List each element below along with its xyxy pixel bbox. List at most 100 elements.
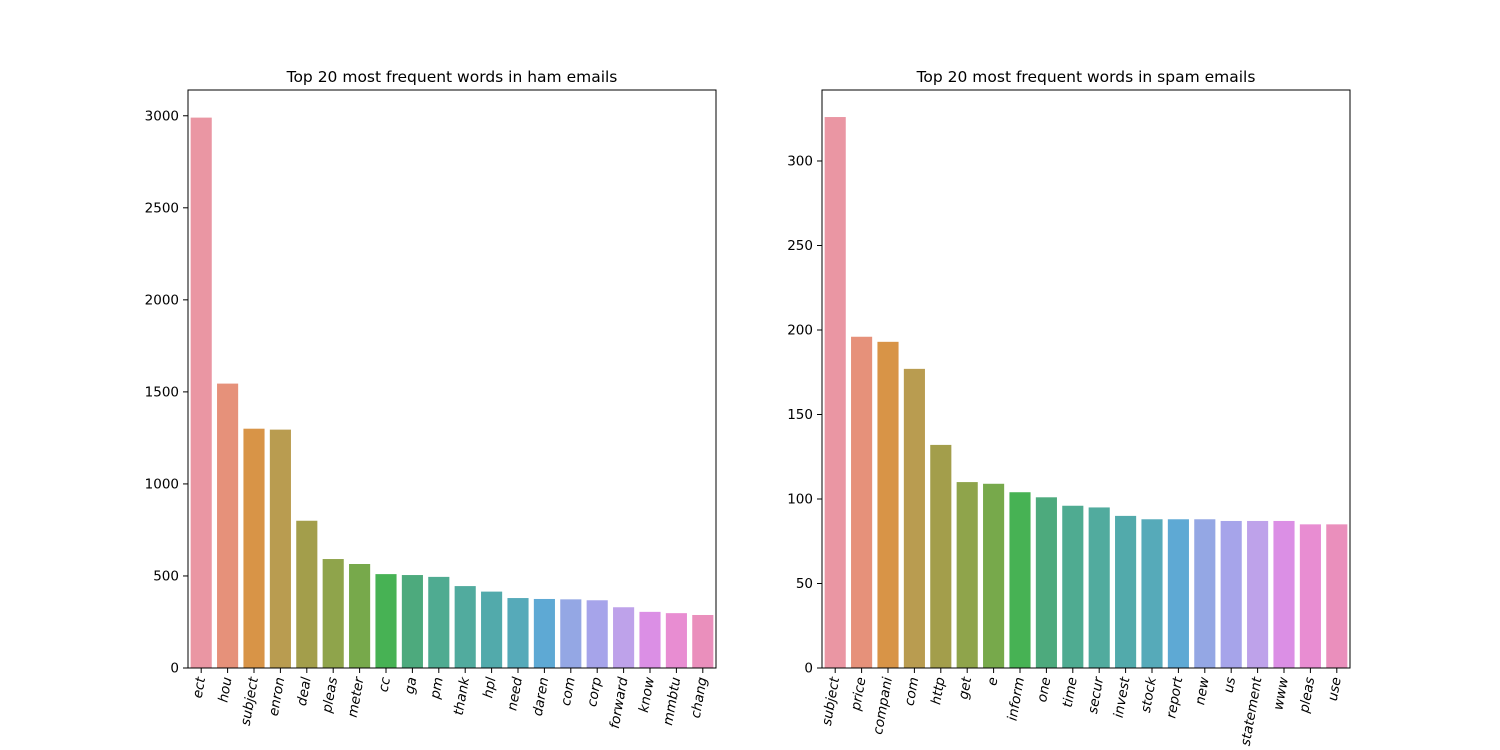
bar-pleas — [322, 559, 344, 668]
x-tick-label-statement: statement — [1238, 675, 1266, 747]
bar-daren — [533, 598, 555, 668]
x-tick-label-new: new — [1192, 675, 1213, 706]
bar-use — [1326, 524, 1348, 668]
x-tick-label-daren: daren — [530, 676, 553, 717]
bar-one — [1035, 497, 1057, 668]
bar-invest — [1115, 515, 1137, 668]
bar-inform — [1009, 492, 1031, 668]
y-tick-label: 50 — [796, 576, 813, 592]
x-tick-label-cc: cc — [376, 675, 394, 693]
y-tick-label: 0 — [170, 661, 179, 677]
y-tick-label: 500 — [153, 568, 179, 584]
axes-frame — [821, 89, 1351, 669]
bar-http — [930, 444, 952, 668]
x-tick-label-pleas: pleas — [1296, 676, 1318, 715]
x-tick-label-report: report — [1163, 675, 1186, 719]
axes-frame — [187, 89, 717, 669]
bar-new — [1194, 519, 1216, 668]
x-tick-label-pm: pm — [427, 676, 447, 701]
y-tick-label: 150 — [787, 407, 813, 423]
x-tick-label-mmbtu: mmbtu — [660, 676, 684, 727]
x-tick-label-http: http — [928, 676, 949, 706]
bar-statement — [1247, 520, 1269, 668]
y-tick-label: 1500 — [145, 384, 179, 400]
x-tick-label-stock: stock — [1138, 675, 1160, 714]
x-tick-label-us: us — [1221, 676, 1239, 694]
bar-get — [956, 482, 978, 668]
bar-enron — [269, 429, 291, 668]
bar-thank — [454, 586, 476, 668]
x-tick-label-subject: subject — [819, 675, 843, 727]
x-tick-label-meter: meter — [345, 674, 368, 718]
x-tick-label-invest: invest — [1111, 675, 1134, 719]
x-tick-label-inform: inform — [1005, 676, 1028, 722]
spam-words-chart: Top 20 most frequent words in spam email… — [787, 68, 1351, 747]
bar-pm — [428, 576, 450, 668]
x-tick-label-ga: ga — [402, 676, 421, 695]
bar-know — [639, 611, 661, 668]
x-tick-label-compani: compani — [870, 676, 896, 736]
y-tick-label: 2500 — [145, 200, 179, 216]
x-tick-label-time: time — [1060, 676, 1081, 709]
x-tick-label-com: com — [902, 676, 923, 707]
x-tick-label-secur: secur — [1085, 674, 1107, 715]
x-tick-label-deal: deal — [294, 676, 315, 707]
x-tick-label-ect: ect — [190, 675, 210, 699]
bar-e — [983, 483, 1005, 668]
x-tick-label-price: price — [848, 676, 870, 713]
bar-ect — [190, 117, 212, 669]
bar-pleas — [1299, 524, 1321, 668]
y-tick-label: 0 — [804, 661, 813, 677]
bar-com — [903, 368, 925, 668]
x-tick-label-thank: thank — [451, 675, 474, 717]
bar-chang — [692, 614, 714, 668]
x-tick-label-enron: enron — [266, 676, 289, 717]
bar-hpl — [481, 591, 503, 668]
x-tick-label-www: www — [1270, 675, 1292, 711]
chart-title: Top 20 most frequent words in ham emails — [286, 68, 618, 86]
bar-report — [1167, 519, 1189, 668]
bar-price — [851, 336, 873, 668]
chart-title: Top 20 most frequent words in spam email… — [916, 68, 1256, 86]
bar-need — [507, 598, 529, 668]
bar-deal — [296, 520, 318, 668]
x-tick-label-forward: forward — [607, 675, 632, 729]
x-tick-label-one: one — [1034, 676, 1054, 704]
y-tick-label: 200 — [787, 322, 813, 338]
x-tick-label-hpl: hpl — [480, 676, 499, 700]
bar-mmbtu — [665, 613, 687, 668]
x-tick-label-get: get — [956, 675, 976, 700]
x-tick-label-hou: hou — [215, 676, 235, 704]
bar-time — [1062, 505, 1084, 668]
x-tick-label-subject: subject — [238, 675, 262, 727]
bar-forward — [613, 607, 635, 668]
x-tick-label-e: e — [984, 676, 1001, 687]
bar-com — [560, 599, 582, 668]
y-tick-label: 300 — [787, 153, 813, 169]
y-tick-label: 250 — [787, 238, 813, 254]
x-tick-label-pleas: pleas — [319, 676, 341, 715]
y-tick-label: 2000 — [145, 292, 179, 308]
bar-meter — [349, 564, 371, 668]
bar-www — [1273, 520, 1295, 668]
y-tick-label: 1000 — [145, 476, 179, 492]
y-tick-label: 3000 — [145, 108, 179, 124]
bar-us — [1220, 520, 1242, 668]
x-tick-label-know: know — [636, 675, 658, 714]
bar-subject — [243, 428, 265, 668]
x-tick-label-corp: corp — [584, 676, 605, 708]
x-tick-label-chang: chang — [688, 676, 711, 720]
bar-ga — [401, 575, 423, 668]
bar-subject — [824, 117, 846, 669]
y-tick-label: 100 — [787, 491, 813, 507]
x-tick-label-com: com — [558, 676, 579, 707]
bar-corp — [586, 600, 608, 668]
bar-secur — [1088, 507, 1110, 668]
bar-stock — [1141, 519, 1163, 668]
ham-words-chart: Top 20 most frequent words in ham emails… — [145, 68, 717, 730]
bar-cc — [375, 574, 397, 668]
x-tick-label-use: use — [1325, 676, 1345, 702]
bar-compani — [877, 341, 899, 668]
x-tick-label-need: need — [504, 676, 526, 712]
